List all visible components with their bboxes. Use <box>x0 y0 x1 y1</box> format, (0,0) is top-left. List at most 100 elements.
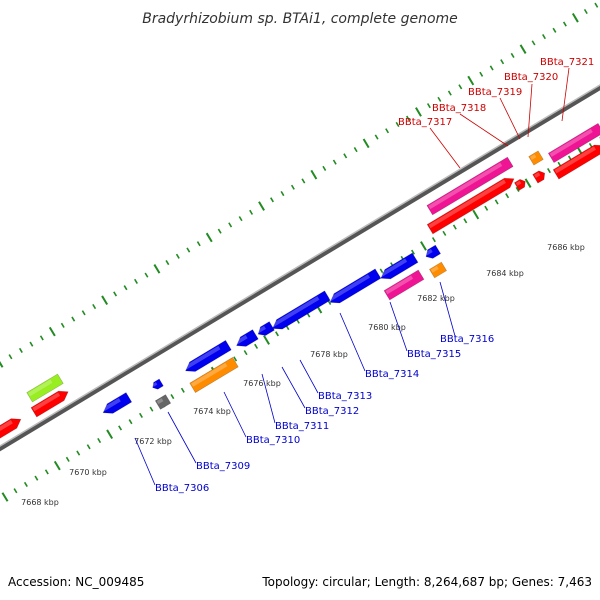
outer-tick <box>186 247 191 253</box>
inner-tick <box>139 412 143 418</box>
inner-tick <box>484 205 489 211</box>
label-leader <box>261 373 276 424</box>
outer-tick <box>322 165 327 171</box>
outer-tick <box>29 341 34 347</box>
outer-tick <box>542 34 546 40</box>
gene-label: BBta_7306 <box>155 483 209 494</box>
inner-tick <box>34 475 39 481</box>
outer-tick <box>301 178 306 184</box>
gene-label: BBta_7310 <box>246 435 300 446</box>
tick-label: 7680 kbp <box>368 323 406 332</box>
tick-label: 7684 kbp <box>486 269 524 278</box>
outer-tick <box>238 216 243 222</box>
inner-tick <box>170 394 175 400</box>
outer-tick <box>60 322 65 328</box>
gene-feature-green <box>26 373 64 403</box>
gene-features <box>0 122 600 440</box>
gene-label: BBta_7315 <box>407 349 461 360</box>
map-title: Bradyrhizobium sp. BTAi1, complete genom… <box>142 11 458 27</box>
tick-label: 7686 kbp <box>547 243 585 252</box>
backbone-line <box>0 85 600 452</box>
gene-labels: BBta_7306 BBta_7309 BBta_7310 BBta_7311 BBta… <box>155 57 594 494</box>
inner-tick <box>420 241 427 251</box>
outer-tick <box>280 190 285 197</box>
outer-tick <box>500 59 505 65</box>
outer-tick <box>385 128 390 134</box>
outer-tick <box>258 201 265 211</box>
inner-tick <box>97 437 102 444</box>
outer-tick <box>531 40 536 46</box>
outer-tick <box>594 2 599 8</box>
label-leader <box>223 391 247 438</box>
outer-tick <box>205 232 213 243</box>
tick-label: 7678 kbp <box>310 350 348 359</box>
gene-label: BBta_7318 <box>432 103 486 114</box>
label-leader <box>281 366 306 409</box>
inner-tick <box>149 406 154 412</box>
gene-label: BBta_7313 <box>318 391 372 402</box>
inner-tick <box>442 230 447 236</box>
tick-label: 7682 kbp <box>417 294 455 303</box>
inner-tick <box>65 456 70 462</box>
topology-text: Topology: circular; Length: 8,264,687 bp… <box>261 575 592 589</box>
outer-tick <box>144 272 149 278</box>
gene-feature-forward <box>532 170 546 184</box>
gene-feature-reverse <box>424 244 441 259</box>
gene-label: BBta_7317 <box>398 117 452 128</box>
outer-tick <box>270 197 274 203</box>
inner-tick <box>275 331 279 337</box>
outer-tick <box>374 134 379 140</box>
gene-feature-forward <box>30 390 69 418</box>
outer-tick <box>415 107 422 117</box>
inner-tick <box>463 218 468 224</box>
label-leader <box>459 113 509 147</box>
gene-feature-bbta-7309 <box>154 394 172 410</box>
gene-feature-bbta-7321 <box>547 122 600 164</box>
label-leaders <box>134 67 570 486</box>
outer-tick <box>310 169 318 180</box>
outer-tick <box>228 222 233 228</box>
gene-feature-bbta-7312 <box>271 290 331 330</box>
gene-feature-bbta-7311 <box>256 321 275 336</box>
gene-label: BBta_7311 <box>275 421 329 432</box>
gene-feature-forward <box>552 144 600 180</box>
gene-feature-bbta-7306 <box>101 392 133 414</box>
inner-tick <box>233 356 238 362</box>
gene-feature-reverse <box>152 378 164 390</box>
gene-feature-bbta-7320 <box>528 150 544 166</box>
outer-tick <box>437 96 442 102</box>
inner-tick <box>180 387 185 393</box>
outer-tick <box>353 147 358 153</box>
tick-label: 7668 kbp <box>21 498 59 507</box>
outer-tick <box>123 285 128 291</box>
tick-label: 7676 kbp <box>243 379 281 388</box>
outer-tick <box>101 295 109 306</box>
gene-label: BBta_7312 <box>305 406 359 417</box>
outer-tick <box>458 84 463 90</box>
gene-feature-bbta-7310 <box>189 357 239 393</box>
outer-tick <box>426 103 431 109</box>
label-leader <box>439 281 456 337</box>
outer-tick <box>395 121 400 128</box>
inner-tick <box>44 469 49 475</box>
inner-tick <box>76 450 81 456</box>
label-leader <box>299 359 319 394</box>
inner-tick <box>494 199 499 205</box>
outer-tick <box>571 12 579 23</box>
gene-feature-bbta-7316 <box>429 261 447 279</box>
inner-tick <box>431 237 436 243</box>
label-leader <box>389 301 408 352</box>
outer-tick <box>362 138 370 149</box>
inner-tick <box>263 335 270 345</box>
outer-tick <box>134 278 138 284</box>
gene-label: BBta_7309 <box>196 461 250 472</box>
gene-label: BBta_7320 <box>504 72 558 83</box>
outer-tick <box>175 253 180 259</box>
inner-tick <box>515 186 520 192</box>
gene-feature-bbta-7315 <box>383 269 425 301</box>
outer-tick <box>18 347 23 354</box>
gene-feature-bbta-7313 <box>328 268 382 304</box>
outer-tick <box>81 310 86 316</box>
label-leader <box>499 97 521 140</box>
